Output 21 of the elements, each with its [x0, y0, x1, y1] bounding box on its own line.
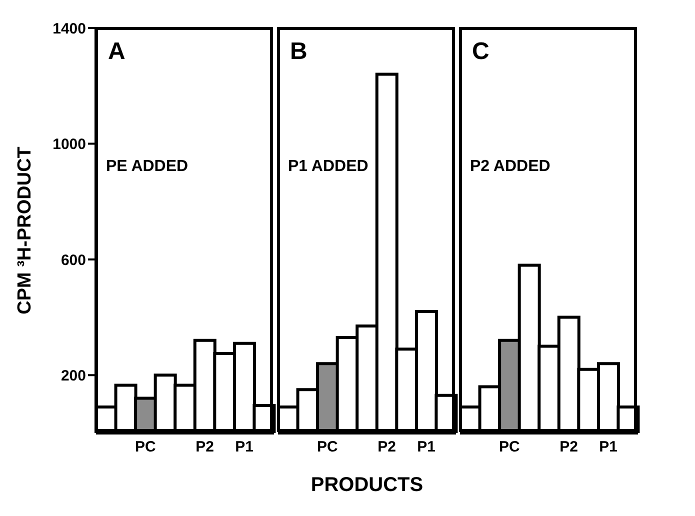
- y-axis-title: CPM ³H-PRODUCT: [14, 146, 36, 314]
- y-tick-label: 600: [60, 252, 86, 269]
- x-axis-title: PRODUCTS: [310, 474, 424, 496]
- x-tick-label: P2: [560, 438, 578, 456]
- x-tick-label: P1: [235, 438, 254, 456]
- y-tick-label: 1000: [52, 136, 86, 154]
- x-tick-label: PC: [317, 438, 338, 456]
- annotation: P2 ADDED: [470, 158, 550, 176]
- x-tick-label: P1: [417, 438, 436, 456]
- x-tick-label: PC: [135, 438, 156, 456]
- annotation: P1 ADDED: [288, 158, 368, 176]
- chart-title: B: [290, 38, 308, 66]
- x-tick-label: P1: [599, 438, 618, 456]
- y-tick-label: 200: [60, 367, 86, 384]
- x-tick-label: P2: [196, 438, 214, 456]
- y-tick-label: 1400: [52, 20, 86, 38]
- chart-title: C: [472, 38, 490, 66]
- x-tick-label: P2: [378, 438, 396, 456]
- x-tick-label: PC: [499, 438, 520, 456]
- chart-title: A: [108, 38, 126, 66]
- annotation: PE ADDED: [106, 158, 188, 176]
